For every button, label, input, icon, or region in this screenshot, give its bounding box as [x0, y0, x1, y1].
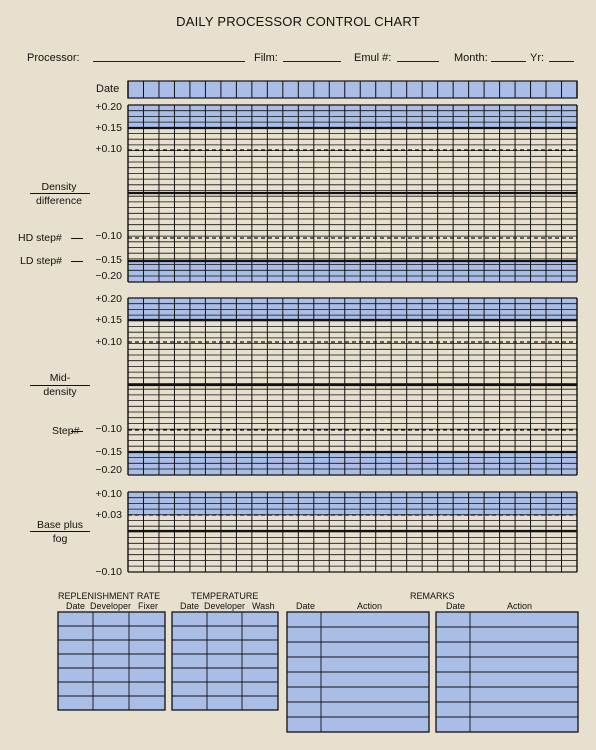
hd-step-label[interactable]: HD step# [18, 232, 62, 244]
s3-tick-m010: −0.10 [95, 566, 122, 578]
s3-tick-p003: +0.03 [95, 509, 122, 521]
emul-field[interactable] [397, 61, 439, 62]
s3-tick-p010: +0.10 [95, 488, 122, 500]
yr-label: Yr: [530, 52, 545, 64]
hd-step-dash [71, 238, 83, 239]
chart-title: DAILY PROCESSOR CONTROL CHART [176, 14, 420, 29]
density-difference-line2: difference [36, 195, 82, 207]
s1-tick-p015: +0.15 [95, 122, 122, 134]
processor-label: Processor: [27, 52, 80, 64]
rep-col-date: Date [66, 601, 86, 611]
density-difference-blue-band-1 [128, 261, 577, 282]
temperature-title: TEMPERATURE [191, 591, 259, 601]
mid-density-bg [128, 298, 577, 475]
s2-tick-m015: −0.15 [95, 446, 122, 458]
s2-tick-m010: −0.10 [95, 423, 122, 435]
temperature-table-box [171, 611, 279, 711]
replenishment-table-box [57, 611, 166, 711]
rem-right-col-date: Date [446, 601, 466, 611]
s1-tick-m020: −0.20 [95, 270, 122, 282]
s1-tick-m010: −0.10 [95, 230, 122, 242]
density-difference-label: Density difference [28, 180, 90, 208]
density-difference-line1: Density [41, 181, 77, 193]
remarks-title: REMARKS [410, 591, 455, 601]
month-field[interactable] [491, 61, 526, 62]
step-dash [71, 431, 83, 432]
s2-tick-p020: +0.20 [95, 293, 122, 305]
s2-tick-p010: +0.10 [95, 336, 122, 348]
rem-right-col-action: Action [507, 601, 533, 611]
rep-col-fixer: Fixer [138, 601, 158, 611]
film-field[interactable] [283, 61, 341, 62]
base-plus-fog-marker [30, 531, 90, 532]
film-label: Film: [254, 52, 278, 64]
date-row [127, 80, 578, 99]
rem-left-col-action: Action [357, 601, 383, 611]
step-label[interactable]: Step# [52, 425, 80, 437]
s2-tick-m020: −0.20 [95, 464, 122, 476]
month-label: Month: [454, 52, 488, 64]
rep-col-developer: Developer [90, 601, 132, 611]
s1-tick-p010: +0.10 [95, 143, 122, 155]
ld-step-dash [71, 261, 83, 262]
processor-field[interactable] [93, 61, 245, 62]
mid-density-label: Mid- density [36, 371, 84, 399]
temp-col-wash: Wash [252, 601, 275, 611]
emul-label: Emul #: [354, 52, 392, 64]
replenishment-title: REPLENISHMENT RATE [58, 591, 161, 601]
temp-col-developer: Developer [204, 601, 246, 611]
s1-tick-m015: −0.15 [95, 254, 122, 266]
s2-tick-p015: +0.15 [95, 314, 122, 326]
yr-field[interactable] [549, 61, 574, 62]
mid-density-marker [30, 385, 90, 386]
base-plus-fog-line2: fog [52, 533, 68, 545]
date-row-label: Date [96, 83, 120, 95]
temp-col-date: Date [180, 601, 200, 611]
density-difference-marker [30, 193, 90, 194]
rem-left-col-date: Date [296, 601, 316, 611]
ld-step-label[interactable]: LD step# [20, 255, 63, 267]
s1-tick-p020: +0.20 [95, 101, 122, 113]
mid-density-line2: density [43, 386, 77, 398]
mid-density-line1: Mid- [49, 372, 71, 384]
base-plus-fog-line1: Base plus [36, 519, 84, 531]
base-plus-fog-label: Base plus fog [30, 518, 90, 546]
